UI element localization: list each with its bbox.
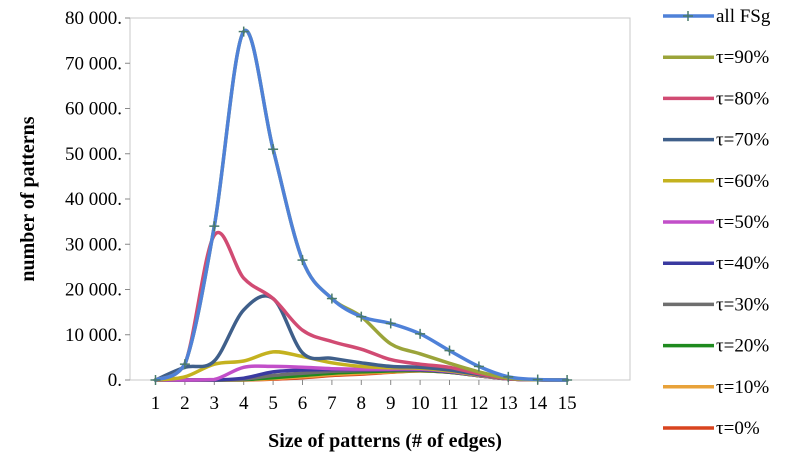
legend-label: all FSg: [716, 6, 771, 27]
plot-area: [129, 17, 631, 381]
data-point-marker: [209, 221, 220, 232]
x-tick-label: 1: [151, 393, 161, 414]
data-point-marker: [238, 26, 249, 37]
y-tick-label: 50 000.: [65, 144, 122, 165]
legend-item: τ=20%: [663, 336, 769, 357]
x-tick-label: 5: [268, 393, 278, 414]
legend-label: τ=60%: [716, 171, 769, 192]
data-point-marker: [562, 375, 573, 385]
legend-item: τ=60%: [663, 171, 769, 192]
x-axis-title: Size of patterns (# of edges): [268, 430, 502, 452]
data-point-marker: [297, 255, 308, 266]
legend-label: τ=0%: [716, 418, 760, 439]
legend-label: τ=40%: [716, 253, 769, 274]
y-tick-label: 40 000.: [65, 189, 122, 210]
data-point-marker: [326, 293, 337, 304]
legend-item: τ=50%: [663, 212, 769, 233]
legend-label: τ=80%: [716, 88, 769, 109]
data-point-marker: [268, 144, 279, 155]
y-tick-label: 30 000.: [65, 234, 122, 255]
data-point-marker: [356, 311, 367, 322]
legend-item: τ=10%: [663, 377, 769, 398]
x-axis-ticks: 1 2 3 4 5 6 7 8 9 10 11 12 13 14 15: [151, 380, 577, 414]
x-tick-label: 2: [180, 393, 190, 414]
x-tick-label: 9: [386, 393, 396, 414]
data-point-marker: [503, 371, 514, 382]
legend-label: τ=10%: [716, 377, 769, 398]
legend-label: τ=30%: [716, 294, 769, 315]
y-tick-label: 80 000.: [65, 8, 122, 29]
data-point-marker: [532, 374, 543, 385]
data-point-marker: [179, 359, 190, 370]
legend-label: τ=50%: [716, 212, 769, 233]
legend-item: τ=90%: [663, 47, 769, 68]
y-tick-label: 60 000.: [65, 99, 122, 120]
y-axis-title: number of patterns: [17, 116, 39, 281]
x-tick-label: 15: [558, 393, 577, 414]
series-layer: [150, 26, 573, 385]
y-tick-label: 0.: [108, 370, 122, 391]
y-tick-label: 20 000.: [65, 280, 122, 301]
legend-item: τ=40%: [663, 253, 769, 274]
x-tick-label: 14: [528, 393, 548, 414]
data-point-marker: [150, 375, 161, 385]
x-tick-label: 7: [327, 393, 337, 414]
y-tick-label: 70 000.: [65, 53, 122, 74]
x-tick-label: 10: [411, 393, 430, 414]
x-tick-label: 12: [469, 393, 488, 414]
legend-item: all FSg: [663, 6, 771, 27]
data-point-marker: [415, 328, 426, 339]
y-axis-ticks: 0. 10 000. 20 000. 30 000. 40 000. 50 000. 60 …: [65, 8, 130, 391]
legend-label: τ=70%: [716, 130, 769, 151]
data-point-marker: [473, 361, 484, 372]
legend-label: τ=20%: [716, 336, 769, 357]
x-tick-label: 8: [357, 393, 367, 414]
y-tick-label: 10 000.: [65, 325, 122, 346]
legend-item: τ=30%: [663, 294, 769, 315]
legend-item: τ=80%: [663, 88, 769, 109]
x-tick-label: 4: [239, 393, 249, 414]
x-tick-label: 3: [210, 393, 220, 414]
legend-label: τ=90%: [716, 47, 769, 68]
x-tick-label: 11: [440, 393, 458, 414]
x-tick-label: 13: [499, 393, 518, 414]
legend: all FSg τ=90% τ=80% τ=70% τ=60% τ=50% τ=40% τ=3…: [663, 6, 771, 439]
x-tick-label: 6: [298, 393, 308, 414]
legend-item: τ=70%: [663, 130, 769, 151]
data-point-marker: [444, 345, 455, 356]
legend-item: τ=0%: [663, 418, 760, 439]
data-point-marker: [385, 318, 396, 329]
